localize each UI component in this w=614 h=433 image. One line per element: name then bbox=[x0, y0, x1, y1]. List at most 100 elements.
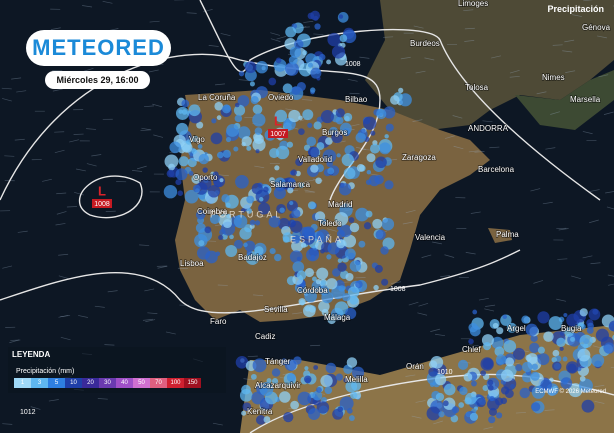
legend-step: 50 bbox=[133, 378, 150, 388]
city-label: Orán bbox=[406, 362, 424, 371]
rain-cell bbox=[271, 368, 281, 377]
rain-cell bbox=[191, 174, 202, 184]
rain-cell bbox=[255, 60, 269, 74]
wind-streak bbox=[145, 319, 156, 323]
rain-cell bbox=[525, 323, 538, 336]
rain-cell bbox=[214, 101, 224, 111]
city-label: Lisboa bbox=[180, 259, 204, 268]
wind-streak bbox=[594, 400, 605, 404]
wind-streak bbox=[421, 254, 432, 258]
country-label: ANDORRA bbox=[468, 124, 509, 133]
rain-cell bbox=[326, 254, 332, 260]
rain-cell bbox=[428, 367, 438, 377]
wind-streak bbox=[91, 154, 102, 157]
wind-streak bbox=[589, 189, 600, 192]
rain-cell bbox=[355, 280, 363, 289]
rain-cell bbox=[188, 104, 201, 117]
rain-cell bbox=[254, 127, 263, 135]
rain-cell bbox=[506, 322, 517, 333]
legend-subtitle: Precipitación (mm) bbox=[16, 368, 75, 375]
rain-cell bbox=[339, 34, 348, 43]
rain-cell bbox=[237, 126, 251, 140]
wind-streak bbox=[144, 288, 155, 292]
wind-streak bbox=[148, 69, 159, 73]
rain-cell bbox=[233, 104, 246, 116]
wind-streak bbox=[424, 57, 435, 61]
rain-cell bbox=[537, 346, 545, 354]
rain-cell bbox=[337, 262, 347, 272]
rain-cell bbox=[196, 121, 204, 129]
rain-cell bbox=[316, 229, 330, 243]
wind-streak bbox=[605, 191, 614, 194]
rain-cell bbox=[363, 116, 377, 130]
city-label: Oporto bbox=[193, 173, 218, 182]
rain-cell bbox=[338, 14, 344, 19]
wind-streak bbox=[433, 420, 443, 425]
rain-cell bbox=[438, 411, 445, 418]
rain-cell bbox=[298, 128, 305, 135]
wind-streak bbox=[432, 241, 442, 245]
rain-cell bbox=[241, 410, 247, 416]
rain-cell bbox=[358, 240, 366, 248]
wind-streak bbox=[212, 422, 223, 426]
rain-cell bbox=[522, 361, 533, 373]
rain-cell bbox=[384, 134, 389, 139]
rain-cell bbox=[286, 373, 296, 382]
wind-streak bbox=[60, 336, 71, 341]
rain-cell bbox=[304, 227, 315, 238]
rain-cell bbox=[218, 234, 224, 241]
rain-cell bbox=[239, 227, 252, 240]
rain-cell bbox=[434, 374, 447, 386]
wind-streak bbox=[4, 155, 15, 157]
rain-cell bbox=[252, 104, 263, 115]
rain-cell bbox=[271, 378, 279, 385]
wind-streak bbox=[74, 192, 84, 196]
wind-streak bbox=[82, 5, 93, 8]
wind-streak bbox=[590, 262, 601, 265]
rain-cell bbox=[274, 109, 288, 123]
rain-cell bbox=[366, 170, 372, 175]
rain-cell bbox=[306, 136, 317, 147]
wind-streak bbox=[1, 87, 12, 90]
rain-cell bbox=[564, 327, 574, 337]
rain-cell bbox=[322, 149, 337, 164]
wind-streak bbox=[141, 127, 152, 131]
rain-cell bbox=[279, 207, 285, 213]
rain-cell bbox=[275, 57, 282, 64]
rain-cell bbox=[325, 137, 333, 145]
wind-streak bbox=[78, 315, 88, 318]
rain-cell bbox=[344, 248, 356, 260]
rain-cell bbox=[343, 377, 349, 383]
low-value: 1008 bbox=[94, 201, 110, 208]
wind-streak bbox=[408, 301, 419, 306]
rain-cell bbox=[334, 212, 349, 226]
rain-cell bbox=[385, 123, 394, 132]
logo[interactable]: METEORED bbox=[26, 30, 171, 66]
rain-cell bbox=[365, 179, 372, 185]
rain-cell bbox=[255, 149, 260, 154]
wind-streak bbox=[545, 147, 556, 150]
rain-cell bbox=[303, 144, 311, 151]
rain-cell bbox=[501, 369, 514, 382]
rain-cell bbox=[346, 357, 358, 368]
wind-streak bbox=[478, 297, 489, 301]
rain-cell bbox=[296, 270, 307, 280]
rain-cell bbox=[282, 232, 293, 243]
rain-cell bbox=[233, 214, 248, 229]
wind-streak bbox=[147, 312, 158, 314]
city-label: Badajoz bbox=[238, 253, 267, 262]
wind-streak bbox=[550, 111, 560, 115]
rain-cell bbox=[240, 208, 246, 213]
wind-streak bbox=[430, 328, 441, 332]
rain-cell bbox=[235, 174, 249, 189]
wind-streak bbox=[165, 331, 176, 335]
wind-streak bbox=[411, 415, 422, 419]
rain-cell bbox=[288, 55, 298, 65]
wind-streak bbox=[270, 38, 281, 42]
wind-streak bbox=[603, 111, 614, 115]
rain-cell bbox=[246, 249, 252, 256]
rain-cell bbox=[505, 389, 514, 399]
rain-cell bbox=[347, 408, 353, 414]
rain-cell bbox=[168, 163, 176, 171]
layer-selector[interactable]: Precipitación bbox=[547, 4, 604, 14]
